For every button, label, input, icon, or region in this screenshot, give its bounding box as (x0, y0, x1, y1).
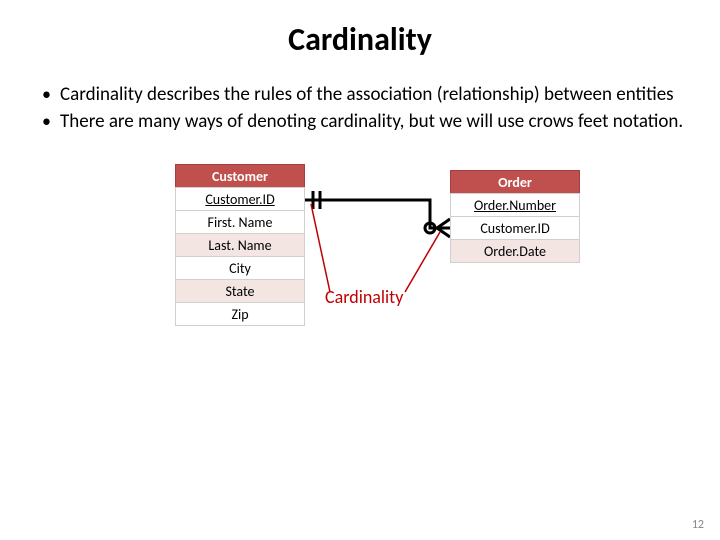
entity-order: Order Order.NumberCustomer.IDOrder.Date (450, 170, 580, 262)
entity-attribute: State (175, 279, 305, 303)
erd-diagram: Customer Customer.IDFirst. NameLast. Nam… (30, 164, 690, 434)
entity-attribute: Customer.ID (450, 216, 580, 240)
bullet-item: Cardinality describes the rules of the a… (40, 83, 690, 108)
entity-customer: Customer Customer.IDFirst. NameLast. Nam… (175, 164, 305, 325)
entity-attribute: Zip (175, 302, 305, 326)
bullet-item: There are many ways of denoting cardinal… (40, 110, 690, 135)
entity-header: Customer (175, 164, 305, 188)
bullet-list: Cardinality describes the rules of the a… (40, 83, 690, 134)
entity-attribute: Last. Name (175, 233, 305, 257)
entity-header: Order (450, 170, 580, 194)
entity-attribute: Order.Number (450, 193, 580, 217)
cardinality-label: Cardinality (325, 286, 403, 308)
entity-attribute: First. Name (175, 210, 305, 234)
slide-title: Cardinality (30, 20, 690, 59)
entity-attribute: City (175, 256, 305, 280)
entity-attribute: Order.Date (450, 239, 580, 263)
page-number: 12 (692, 518, 704, 532)
entity-attribute: Customer.ID (175, 187, 305, 211)
